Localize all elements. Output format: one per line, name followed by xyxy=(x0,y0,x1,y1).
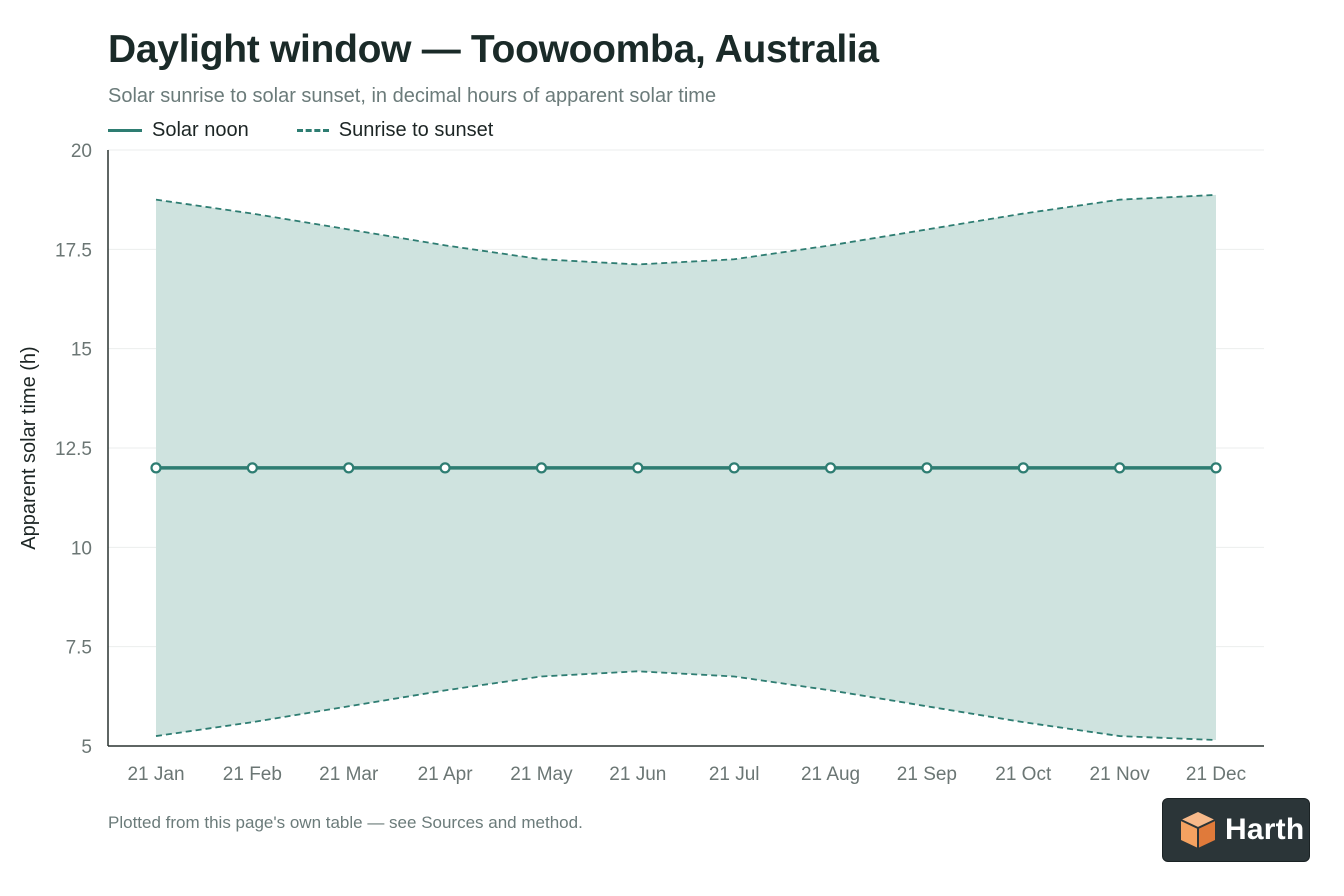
solar-noon-point xyxy=(439,462,451,474)
legend-swatch-solid-line xyxy=(108,129,142,132)
x-tick-label: 21 Jul xyxy=(709,764,760,785)
chart-legend: Solar noon Sunrise to sunset xyxy=(108,119,541,142)
tick-labels: 5 7.5 10 12.5 15 17.5 20 21 Jan 21 Feb 21 Mar 21 A… xyxy=(18,141,1246,785)
solar-noon-point xyxy=(921,462,933,474)
solar-noon-point xyxy=(728,462,740,474)
sunset-line xyxy=(155,193,1217,266)
axes xyxy=(107,150,1264,747)
solar-noon-point xyxy=(1017,462,1029,474)
brand-name: Harth xyxy=(1225,813,1305,846)
x-tick-label: 21 Mar xyxy=(319,764,379,785)
y-axis-title: Apparent solar time (h) xyxy=(18,346,40,549)
y-tick-label: 20 xyxy=(71,141,92,162)
solar-noon-point xyxy=(246,462,258,474)
legend-item-solar-noon: Solar noon xyxy=(108,119,249,142)
x-tick-label: 21 Nov xyxy=(1090,764,1151,785)
x-tick-label: 21 Dec xyxy=(1186,764,1246,785)
chart-subtitle: Solar sunrise to solar sunset, in decima… xyxy=(108,85,717,107)
solar-noon-point xyxy=(343,462,355,474)
cube-icon xyxy=(1180,812,1216,848)
y-tick-label: 10 xyxy=(71,538,92,559)
legend-item-sunrise-to-sunset: Sunrise to sunset xyxy=(296,119,494,142)
brand-badge[interactable]: Harth xyxy=(1162,798,1310,862)
sunrise-line xyxy=(155,670,1217,741)
x-tick-label: 21 Feb xyxy=(223,764,282,785)
chart-footnote: Plotted from this page's own table — see… xyxy=(108,813,583,832)
x-tick-label: 21 Oct xyxy=(995,764,1052,785)
solar-noon-point xyxy=(1114,462,1126,474)
series-markers xyxy=(150,462,1222,474)
solar-noon-point xyxy=(150,462,162,474)
solar-noon-point xyxy=(535,462,548,474)
solar-noon-point xyxy=(1210,462,1222,474)
x-tick-label: 21 Apr xyxy=(418,764,474,785)
series-lines xyxy=(155,193,1217,741)
solar-noon-point xyxy=(632,462,644,474)
x-tick-label: 21 Aug xyxy=(801,764,860,785)
solar-noon-point xyxy=(824,462,837,474)
legend-swatch-dashed-line xyxy=(296,129,329,132)
y-tick-label: 15 xyxy=(71,340,92,361)
x-tick-label: 21 May xyxy=(510,764,573,785)
legend-label-solar-noon: Solar noon xyxy=(152,119,249,141)
y-tick-label: 7.5 xyxy=(66,638,92,659)
y-tick-label: 12.5 xyxy=(55,439,92,460)
y-tick-label: 5 xyxy=(81,737,92,758)
x-tick-label: 21 Sep xyxy=(897,764,957,785)
chart-title: Daylight window — Toowoomba, Australia xyxy=(108,28,879,71)
x-tick-label: 21 Jan xyxy=(127,764,184,785)
legend-label-sunrise-to-sunset: Sunrise to sunset xyxy=(338,119,494,141)
x-tick-label: 21 Jun xyxy=(609,764,666,785)
y-tick-label: 17.5 xyxy=(55,240,92,261)
